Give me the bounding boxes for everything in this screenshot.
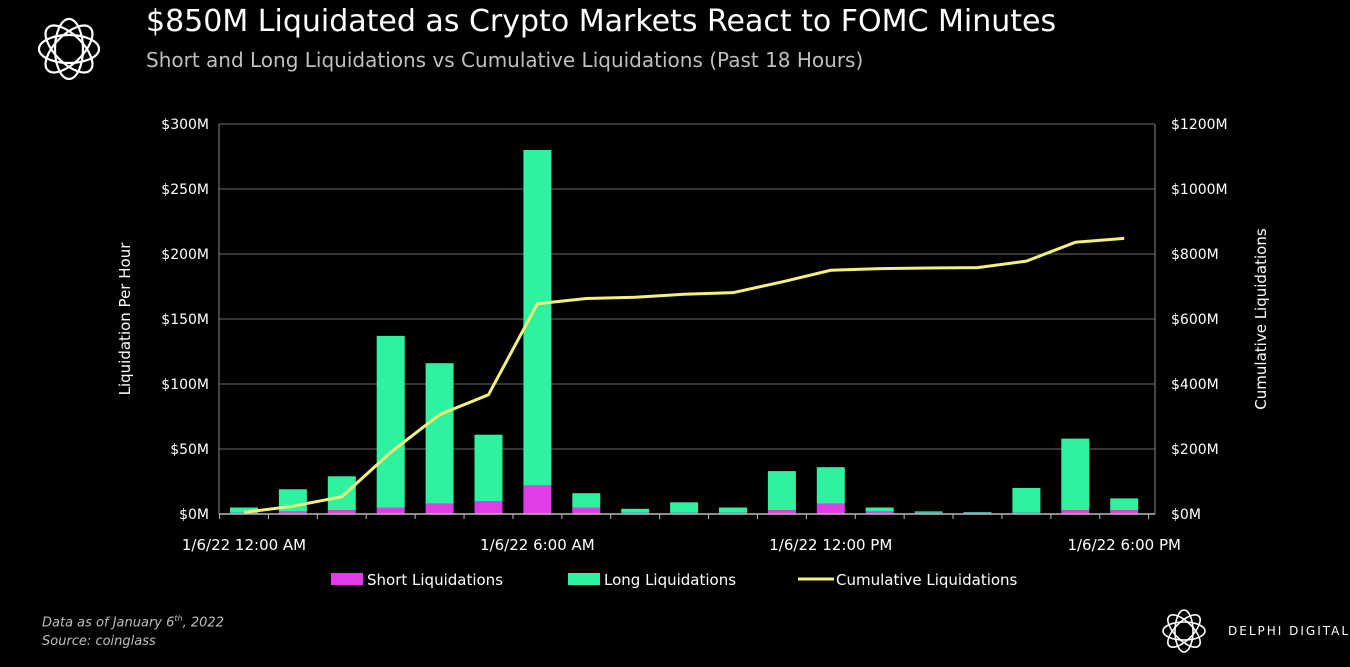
x-tick-label: 1/6/22 6:00 AM: [480, 536, 595, 554]
short-liquidation-bar: [327, 510, 356, 514]
x-tick-label: 1/6/22 12:00 PM: [769, 536, 892, 554]
short-liquidation-bar: [523, 485, 552, 514]
y-tick-label: $300M: [161, 117, 209, 133]
y-tick-label: $50M: [170, 442, 209, 458]
brand-name: DELPHI DIGITAL: [1228, 624, 1350, 638]
short-liquidation-bar: [572, 507, 601, 514]
data-note-year: , 2022: [182, 615, 224, 631]
short-liquidation-bar: [278, 511, 307, 514]
long-liquidation-bar: [1110, 498, 1139, 511]
long-liquidation-bar: [1012, 488, 1041, 513]
y2-tick-label: $600M: [1171, 312, 1219, 328]
data-note-text: Data as of January 6: [42, 615, 175, 631]
long-liquidation-bar: [376, 335, 405, 508]
short-liquidation-bar: [816, 503, 845, 514]
long-liquidation-bar: [963, 512, 992, 513]
y2-tick-label: $1000M: [1171, 182, 1228, 198]
data-date-note: Data as of January 6th, 2022: [42, 614, 224, 630]
legend-short-swatch: [331, 573, 363, 585]
long-liquidation-bar: [816, 467, 845, 504]
long-liquidation-bar: [474, 434, 503, 501]
long-liquidation-bar: [670, 502, 699, 513]
y2-tick-label: $0M: [1171, 507, 1201, 523]
long-liquidation-bar: [1061, 438, 1090, 511]
cumulative-line-group: [243, 236, 1125, 514]
delphi-logo-icon: [1162, 609, 1206, 653]
long-liquidation-bar: [865, 507, 894, 512]
x-tick-label: 1/6/22 12:00 AM: [182, 536, 306, 554]
legend-long-label: Long Liquidations: [604, 571, 736, 589]
data-note-sup: th: [174, 614, 183, 623]
long-liquidation-bar: [621, 508, 650, 513]
legend-long-swatch: [568, 573, 600, 585]
y2-tick-label: $400M: [1171, 377, 1219, 393]
chart-subtitle: Short and Long Liquidations vs Cumulativ…: [146, 48, 864, 72]
short-liquidation-bar: [425, 503, 454, 514]
y-axis-title: Liquidation Per Hour: [116, 242, 134, 396]
brand-logo-icon: [37, 17, 101, 81]
y2-axis-title: Cumulative Liquidations: [1252, 228, 1270, 410]
y2-tick-label: $1200M: [1171, 117, 1228, 133]
long-liquidation-bar: [425, 363, 454, 504]
short-liquidation-bar: [767, 510, 796, 514]
long-liquidation-bar: [767, 471, 796, 511]
data-source: Source: coinglass: [42, 634, 156, 649]
short-liquidation-bar: [1061, 510, 1090, 514]
y2-tick-label: $200M: [1171, 442, 1219, 458]
long-liquidation-bar: [523, 150, 552, 486]
grid-lines: [219, 123, 1155, 450]
bars: [230, 150, 1139, 514]
legend-short-label: Short Liquidations: [367, 571, 503, 589]
y-tick-label: $150M: [161, 312, 209, 328]
cumulative-liquidations-line: [243, 236, 1125, 514]
short-liquidation-bar: [376, 507, 405, 514]
short-liquidation-bar: [1110, 510, 1139, 514]
y2-tick-label: $800M: [1171, 247, 1219, 263]
long-liquidation-bar: [719, 507, 747, 513]
long-liquidation-bar: [914, 511, 943, 513]
y-tick-label: $200M: [161, 247, 209, 263]
long-liquidation-bar: [230, 507, 258, 513]
legend-cumulative-label: Cumulative Liquidations: [836, 571, 1018, 589]
legend: Short Liquidations Long Liquidations Cumul…: [331, 571, 1018, 589]
y-tick-label: $0M: [179, 507, 209, 523]
short-liquidation-bar: [865, 511, 894, 514]
long-liquidation-bar: [327, 476, 356, 511]
chart-title: $850M Liquidated as Crypto Markets React…: [146, 4, 1057, 39]
axes: $0M $50M $100M $150M $200M $250M $300M $0M $200M…: [116, 117, 1270, 554]
y-tick-label: $250M: [161, 182, 209, 198]
long-liquidation-bar: [572, 493, 601, 508]
y-tick-label: $100M: [161, 377, 209, 393]
x-tick-label: 1/6/22 6:00 PM: [1067, 536, 1181, 554]
short-liquidation-bar: [474, 501, 503, 514]
